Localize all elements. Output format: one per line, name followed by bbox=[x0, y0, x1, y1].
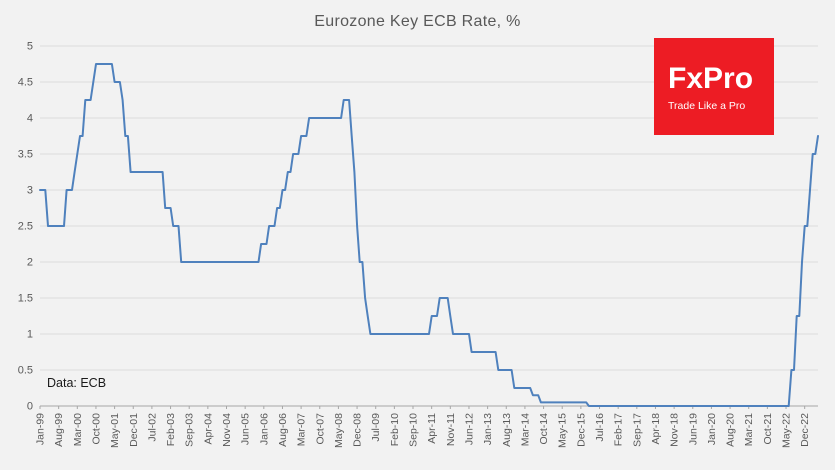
x-tick-label: Apr-11 bbox=[426, 413, 438, 444]
fxpro-logo-brand: FxPro bbox=[668, 61, 754, 95]
y-tick-label: 4.5 bbox=[18, 77, 33, 89]
x-tick-label: Dec-22 bbox=[799, 413, 811, 447]
x-tick-label: Feb-10 bbox=[389, 413, 401, 446]
x-tick-label: Oct-00 bbox=[90, 413, 102, 445]
x-tick-label: Mar-21 bbox=[743, 413, 755, 446]
y-tick-label: 2 bbox=[27, 257, 33, 269]
x-tick-label: Jul-02 bbox=[146, 413, 158, 442]
chart-title: Eurozone Key ECB Rate, % bbox=[314, 13, 521, 30]
x-tick-label: Jan-99 bbox=[35, 413, 47, 445]
x-tick-label: Jul-16 bbox=[594, 413, 606, 442]
x-tick-label: May-22 bbox=[781, 413, 793, 448]
x-tick-label: Apr-04 bbox=[202, 413, 214, 445]
y-tick-label: 0.5 bbox=[18, 365, 33, 377]
x-tick-label: Dec-15 bbox=[575, 413, 587, 447]
x-tick-label: May-01 bbox=[109, 413, 121, 448]
y-tick-label: 2.5 bbox=[18, 221, 33, 233]
x-tick-label: Oct-14 bbox=[538, 413, 550, 445]
x-tick-label: Sep-03 bbox=[184, 413, 196, 447]
fxpro-logo: FxPro Trade Like a Pro bbox=[654, 38, 774, 135]
rate-line bbox=[39, 63, 819, 407]
x-tick-label: Feb-03 bbox=[165, 413, 177, 446]
x-tick-label: Jun-19 bbox=[687, 413, 699, 445]
x-tick-label: Jul-09 bbox=[370, 413, 382, 442]
x-tick-label: Dec-08 bbox=[352, 413, 364, 447]
x-tick-label: Apr-18 bbox=[650, 413, 662, 445]
x-tick-label: Jan-20 bbox=[706, 413, 718, 445]
x-tick-label: Sep-17 bbox=[631, 413, 643, 447]
y-tick-label: 5 bbox=[27, 41, 33, 53]
y-tick-label: 1.5 bbox=[18, 293, 33, 305]
y-tick-label: 3.5 bbox=[18, 149, 33, 161]
x-tick-label: Oct-21 bbox=[762, 413, 774, 445]
x-tick-label: Mar-14 bbox=[519, 413, 531, 446]
x-tick-label: Nov-18 bbox=[669, 413, 681, 447]
x-tick-label: Oct-07 bbox=[314, 413, 326, 445]
data-source-note: Data: ECB bbox=[47, 376, 107, 390]
y-tick-label: 0 bbox=[27, 401, 33, 413]
x-tick-label: Jan-13 bbox=[482, 413, 494, 445]
x-tick-label: Aug-13 bbox=[501, 413, 513, 447]
x-tick-label: Mar-00 bbox=[72, 413, 84, 446]
x-tick-label: May-08 bbox=[333, 413, 345, 448]
x-tick-label: Dec-01 bbox=[128, 413, 140, 447]
x-tick-label: Feb-17 bbox=[613, 413, 625, 446]
x-tick-label: Jun-05 bbox=[240, 413, 252, 445]
x-tick-label: Jan-06 bbox=[258, 413, 270, 445]
x-tick-label: Aug-20 bbox=[725, 413, 737, 447]
x-tick-label: Mar-07 bbox=[296, 413, 308, 446]
y-tick-label: 1 bbox=[27, 329, 33, 341]
x-tick-label: Aug-99 bbox=[53, 413, 65, 447]
x-tick-label: May-15 bbox=[557, 413, 569, 448]
x-tick-label: Aug-06 bbox=[277, 413, 289, 447]
x-tick-label: Sep-10 bbox=[408, 413, 420, 447]
x-tick-label: Jun-12 bbox=[463, 413, 475, 445]
x-tick-label: Nov-11 bbox=[445, 413, 457, 446]
y-tick-label: 3 bbox=[27, 185, 33, 197]
y-tick-label: 4 bbox=[27, 113, 33, 125]
x-tick-label: Nov-04 bbox=[221, 413, 233, 447]
fxpro-logo-tagline: Trade Like a Pro bbox=[668, 99, 746, 112]
